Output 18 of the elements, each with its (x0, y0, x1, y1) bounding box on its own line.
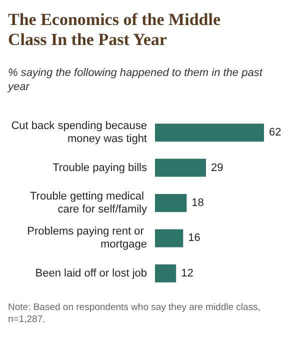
y-tick-label: Trouble paying bills (52, 162, 148, 174)
bar (155, 158, 206, 177)
data-label: 16 (188, 232, 200, 244)
bar (155, 124, 264, 142)
y-tick-label: Been laid off or lost job (35, 267, 147, 280)
bar (155, 264, 176, 282)
chart-subtitle: % saying the following happened to them in the past year (8, 66, 264, 94)
y-tick-label: Cut back spending because money was tight (11, 120, 147, 146)
data-label: 12 (181, 267, 194, 280)
bar (155, 229, 184, 248)
y-tick-label: Trouble getting medical care for self/family (30, 190, 148, 216)
data-label: 62 (269, 126, 282, 139)
chart-title: The Economics of the Middle Class In the Past Year (8, 10, 222, 50)
text: Note: Based on respondents who say they are middle class, n=1,287. (8, 302, 262, 326)
y-tick-label: Problems paying rent or mortgage (27, 226, 147, 251)
bar (155, 194, 187, 212)
data-label: 18 (192, 197, 204, 209)
data-label: 29 (210, 162, 224, 174)
